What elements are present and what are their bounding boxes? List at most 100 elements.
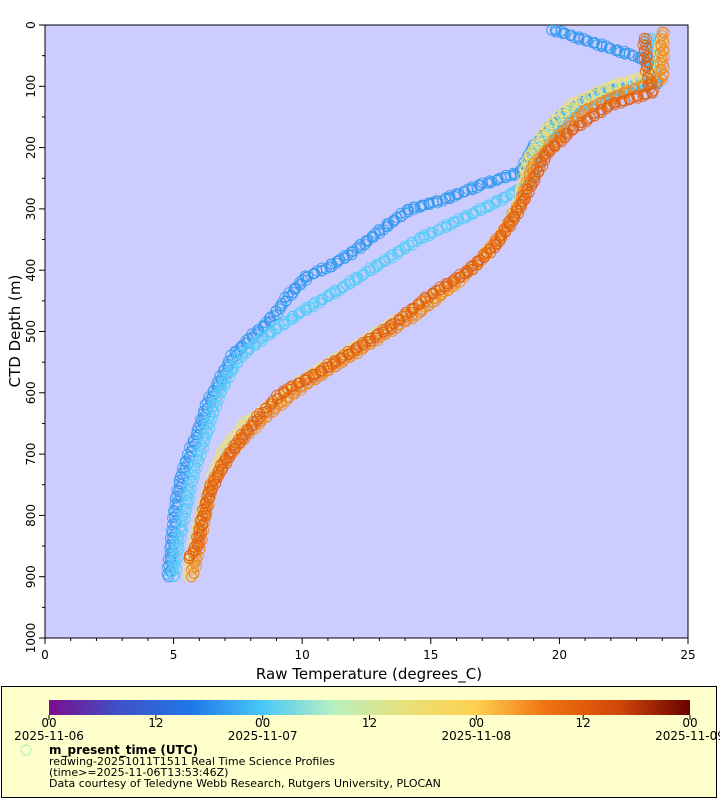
data-point	[491, 174, 503, 186]
data-point	[499, 226, 511, 238]
data-point	[395, 211, 407, 223]
data-point	[605, 81, 617, 93]
data-point	[658, 37, 670, 49]
data-point	[272, 322, 284, 334]
colorbar	[48, 700, 691, 720]
data-point	[188, 568, 200, 580]
data-point	[489, 198, 501, 210]
y-tick-label: 200	[24, 136, 38, 159]
data-point	[314, 366, 326, 378]
data-point	[548, 115, 560, 127]
data-point	[364, 335, 376, 347]
data-point	[559, 27, 571, 39]
data-point	[605, 80, 617, 92]
data-point	[361, 335, 373, 347]
data-point	[627, 50, 639, 62]
data-point	[532, 134, 544, 146]
data-point	[605, 42, 617, 54]
data-point	[213, 393, 225, 405]
legend-dataset: redwing-20251011T1511 Real Time Science …	[49, 755, 335, 768]
data-point	[188, 471, 200, 483]
legend-marker-icon	[20, 744, 32, 756]
data-point	[314, 297, 326, 309]
data-point	[360, 266, 372, 278]
data-point	[168, 571, 180, 583]
data-point	[550, 26, 562, 38]
data-point	[568, 32, 580, 44]
data-point	[180, 488, 192, 500]
data-point	[562, 129, 574, 141]
data-point	[642, 72, 654, 84]
data-point	[466, 184, 478, 196]
data-point	[355, 242, 367, 254]
data-point	[423, 197, 435, 209]
data-point	[196, 519, 208, 531]
data-point	[168, 564, 180, 576]
data-point	[618, 86, 630, 98]
data-point	[444, 193, 456, 205]
data-point	[440, 222, 452, 234]
data-point	[247, 415, 259, 427]
data-point	[173, 530, 185, 542]
data-point	[294, 307, 306, 319]
data-point	[569, 116, 581, 128]
data-point	[415, 200, 427, 212]
data-point	[508, 169, 520, 181]
data-point	[619, 48, 631, 60]
data-point	[655, 40, 667, 52]
data-point	[596, 41, 608, 53]
data-point	[566, 98, 578, 110]
data-point	[383, 252, 395, 264]
data-point	[372, 335, 384, 347]
data-point	[573, 33, 585, 45]
y-tick-label: 800	[24, 504, 38, 527]
data-point	[176, 525, 188, 537]
data-point	[431, 197, 443, 209]
data-point	[304, 301, 316, 313]
data-point	[602, 100, 614, 112]
data-point	[170, 543, 182, 555]
data-point	[591, 39, 603, 51]
data-point	[614, 46, 626, 58]
data-point	[340, 279, 352, 291]
data-point	[458, 186, 470, 198]
data-points	[161, 25, 670, 583]
data-point	[262, 330, 274, 342]
data-point	[329, 288, 341, 300]
data-point	[467, 264, 479, 276]
y-tick-label: 100	[24, 75, 38, 98]
data-point	[377, 326, 389, 338]
colorbar-hour-label: 12	[575, 716, 591, 730]
x-tick-label: 25	[680, 648, 695, 662]
data-point	[448, 274, 460, 286]
data-point	[190, 453, 202, 465]
data-point	[491, 194, 503, 206]
y-tick-label: 0	[24, 21, 38, 29]
data-point	[498, 224, 510, 236]
data-point	[358, 268, 370, 280]
legend: 00 2025-11-06 12 00 2025-11-07 12 00 2025-11-08…	[1, 686, 720, 798]
y-tick-label: 700	[24, 443, 38, 466]
data-point	[230, 437, 242, 449]
data-point	[638, 46, 650, 58]
data-point	[197, 443, 209, 455]
data-point	[186, 571, 198, 583]
data-point	[334, 253, 346, 265]
legend-title: m_present_time (UTC)	[49, 743, 199, 757]
data-point	[530, 140, 542, 152]
data-point	[509, 212, 521, 224]
data-point	[501, 221, 513, 233]
x-axis: 0 5 10 15 20 25	[41, 638, 696, 662]
x-tick-label: 15	[423, 648, 438, 662]
chart: 0 5 10 15 20 25 0 100 200 300 400 500 600 700 800 900 1…	[6, 21, 696, 684]
data-point	[418, 232, 430, 244]
y-tick-label: 1000	[24, 623, 38, 654]
data-point	[556, 109, 568, 121]
y-tick-label: 500	[24, 320, 38, 343]
data-point	[395, 207, 407, 219]
data-point	[582, 35, 594, 47]
data-point	[374, 228, 386, 240]
data-point	[183, 552, 195, 564]
data-point	[170, 537, 182, 549]
data-point	[177, 472, 189, 484]
